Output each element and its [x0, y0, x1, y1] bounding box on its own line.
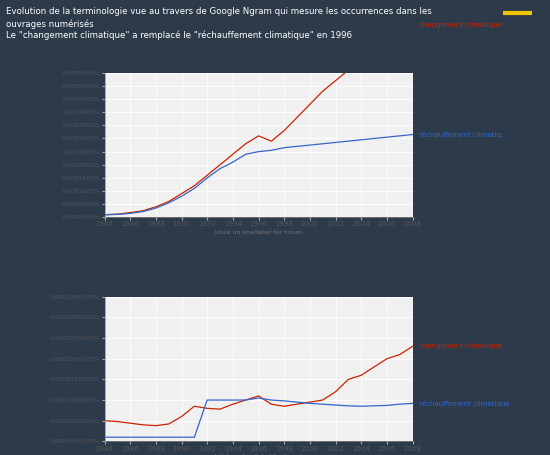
Text: réchauffement climatique: réchauffement climatique: [419, 400, 509, 407]
Text: Le "changement climatique" a remplacé le "réchauffement climatique" en 1996: Le "changement climatique" a remplacé le…: [6, 31, 351, 40]
X-axis label: (click on line/label for focus): (click on line/label for focus): [214, 454, 303, 455]
Text: réchauffement climatiq.: réchauffement climatiq.: [419, 131, 503, 138]
Text: changement climatique: changement climatique: [419, 344, 502, 349]
Text: Evolution de la terminologie vue au travers de Google Ngram qui mesure les occur: Evolution de la terminologie vue au trav…: [6, 7, 431, 16]
X-axis label: (click on line/label for focus): (click on line/label for focus): [214, 230, 303, 235]
Text: ouvrages numérisés: ouvrages numérisés: [6, 19, 94, 29]
Text: changement climatique: changement climatique: [419, 22, 502, 29]
Text: LCA: LCA: [477, 37, 518, 55]
